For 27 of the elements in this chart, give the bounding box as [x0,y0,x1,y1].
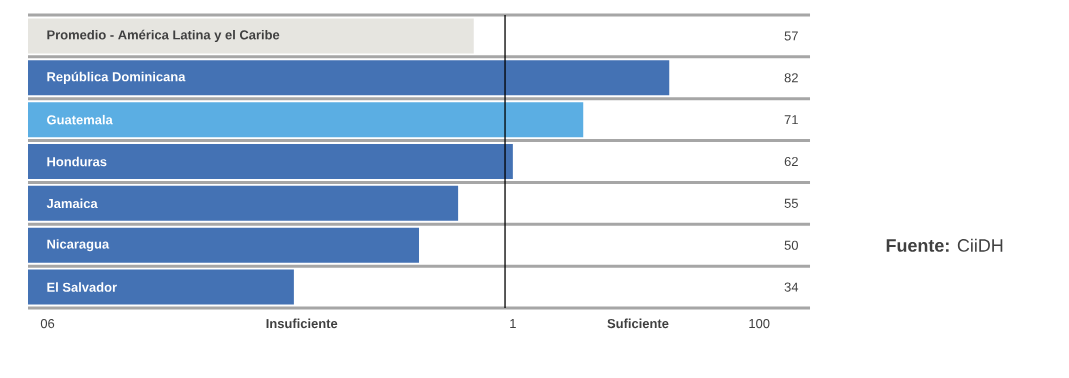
y-tick-label: Guatemala [47,114,113,125]
data-label: 82 [784,73,798,83]
bar [28,18,474,54]
data-label: 62 [784,156,798,167]
data-label: 55 [784,198,798,208]
data-label: 50 [784,240,798,250]
data-label: 57 [784,31,798,41]
bar [28,102,584,138]
data-label: 34 [784,282,799,292]
y-tick-label: El Salvador [47,282,117,292]
y-tick-label: Nicaragua [47,239,110,252]
bar [28,60,670,96]
data-label: 71 [784,115,798,125]
text: 1 [510,319,516,328]
y-tick-label: República Dominicana [47,71,186,84]
text: Insuficiente [266,318,338,329]
text: Fuente: CiiDH [886,238,1003,252]
bar [28,185,459,221]
bar [28,144,513,179]
bar [28,269,294,305]
text: Suficiente [607,318,669,329]
text: 100 [749,318,770,329]
y-tick-label: Honduras [47,156,107,167]
y-tick-label: Promedio - América Latina y el Caribe [47,29,280,43]
text: 06 [40,318,55,329]
y-tick-label: Jamaica [46,198,98,209]
bar [28,227,420,263]
